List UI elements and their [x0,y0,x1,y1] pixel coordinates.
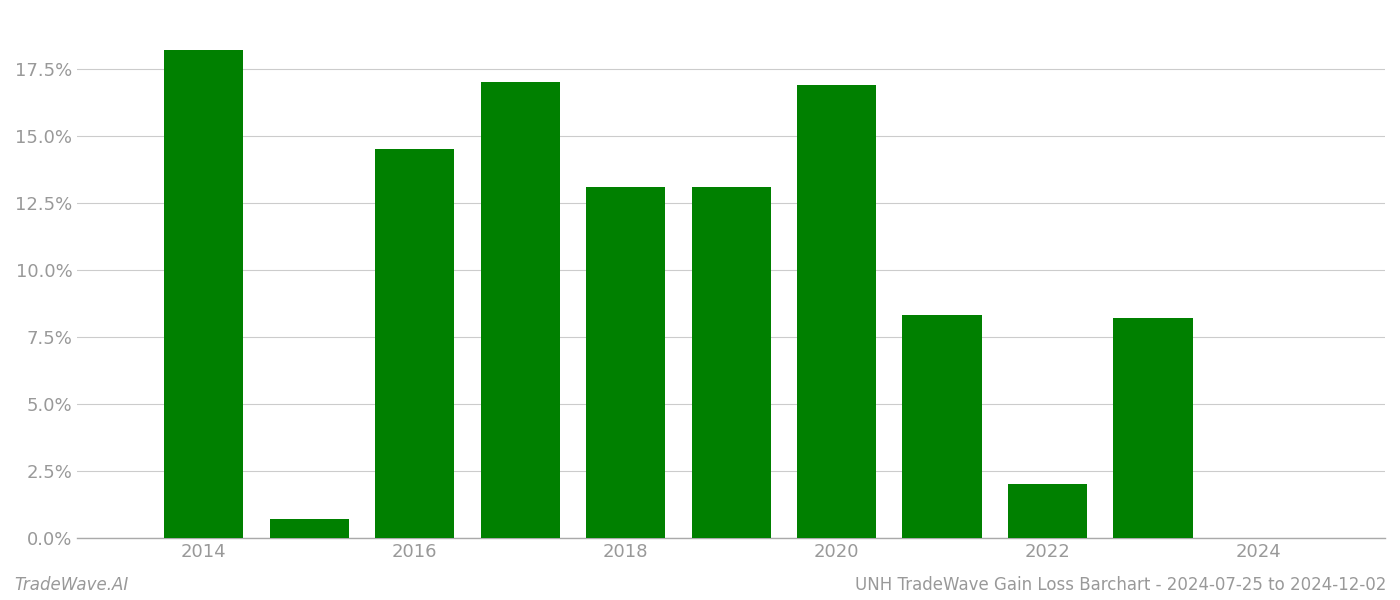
Bar [1008,484,1086,538]
Bar [270,520,349,538]
Bar [480,82,560,538]
Text: UNH TradeWave Gain Loss Barchart - 2024-07-25 to 2024-12-02: UNH TradeWave Gain Loss Barchart - 2024-… [854,576,1386,594]
Bar [692,187,770,538]
Bar [587,187,665,538]
Bar [375,149,454,538]
Bar [797,85,876,538]
Bar [164,50,244,538]
Bar [903,316,981,538]
Text: TradeWave.AI: TradeWave.AI [14,576,129,594]
Bar [1113,318,1193,538]
